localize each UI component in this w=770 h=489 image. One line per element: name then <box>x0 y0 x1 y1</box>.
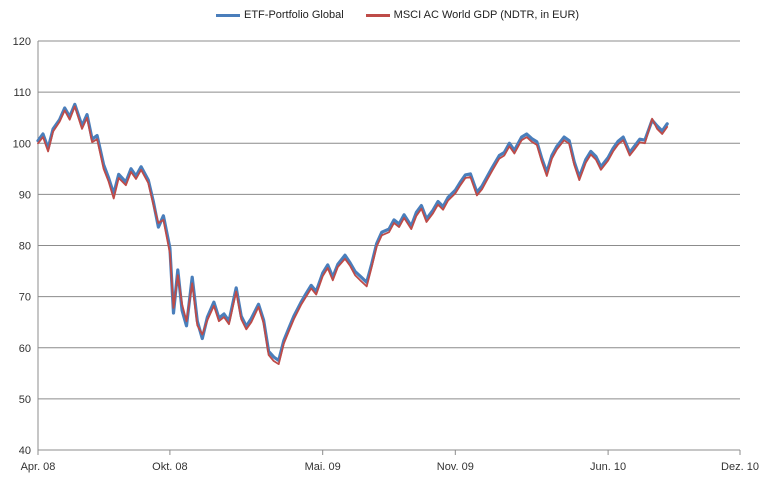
legend-swatch-msci <box>365 13 390 17</box>
y-tick-label: 70 <box>19 292 31 304</box>
y-tick-label: 40 <box>19 445 31 457</box>
series-line-msci-acwi <box>37 105 669 365</box>
y-tick-label: 90 <box>19 189 31 201</box>
y-tick-label: 80 <box>19 241 31 253</box>
legend-label-etf: ETF-Portfolio Global <box>244 9 344 21</box>
y-tick-label: 50 <box>19 394 31 406</box>
y-tick-label: 120 <box>13 36 31 48</box>
x-tick-label: Nov. 09 <box>437 461 474 473</box>
y-tick-label: 100 <box>13 138 31 150</box>
x-tick-label: Dez. 10 <box>721 461 759 473</box>
legend: ETF-Portfolio Global MSCI AC World GDP (… <box>216 9 601 21</box>
legend-item-etf: ETF-Portfolio Global <box>216 9 344 21</box>
y-tick-label: 110 <box>13 87 31 99</box>
legend-swatch-etf <box>216 13 240 17</box>
legend-label-msci: MSCI AC World GDP (NDTR, in EUR) <box>393 9 580 21</box>
legend-item-msci: MSCI AC World GDP (NDTR, in EUR) <box>365 9 580 21</box>
x-tick-label: Mai. 09 <box>305 461 341 473</box>
x-tick-label: Apr. 08 <box>21 461 56 473</box>
x-tick-label: Okt. 08 <box>152 461 187 473</box>
x-tick-label: Jun. 10 <box>590 461 626 473</box>
y-tick-label: 60 <box>19 343 31 355</box>
series-line-etf-portfolio <box>36 102 669 363</box>
